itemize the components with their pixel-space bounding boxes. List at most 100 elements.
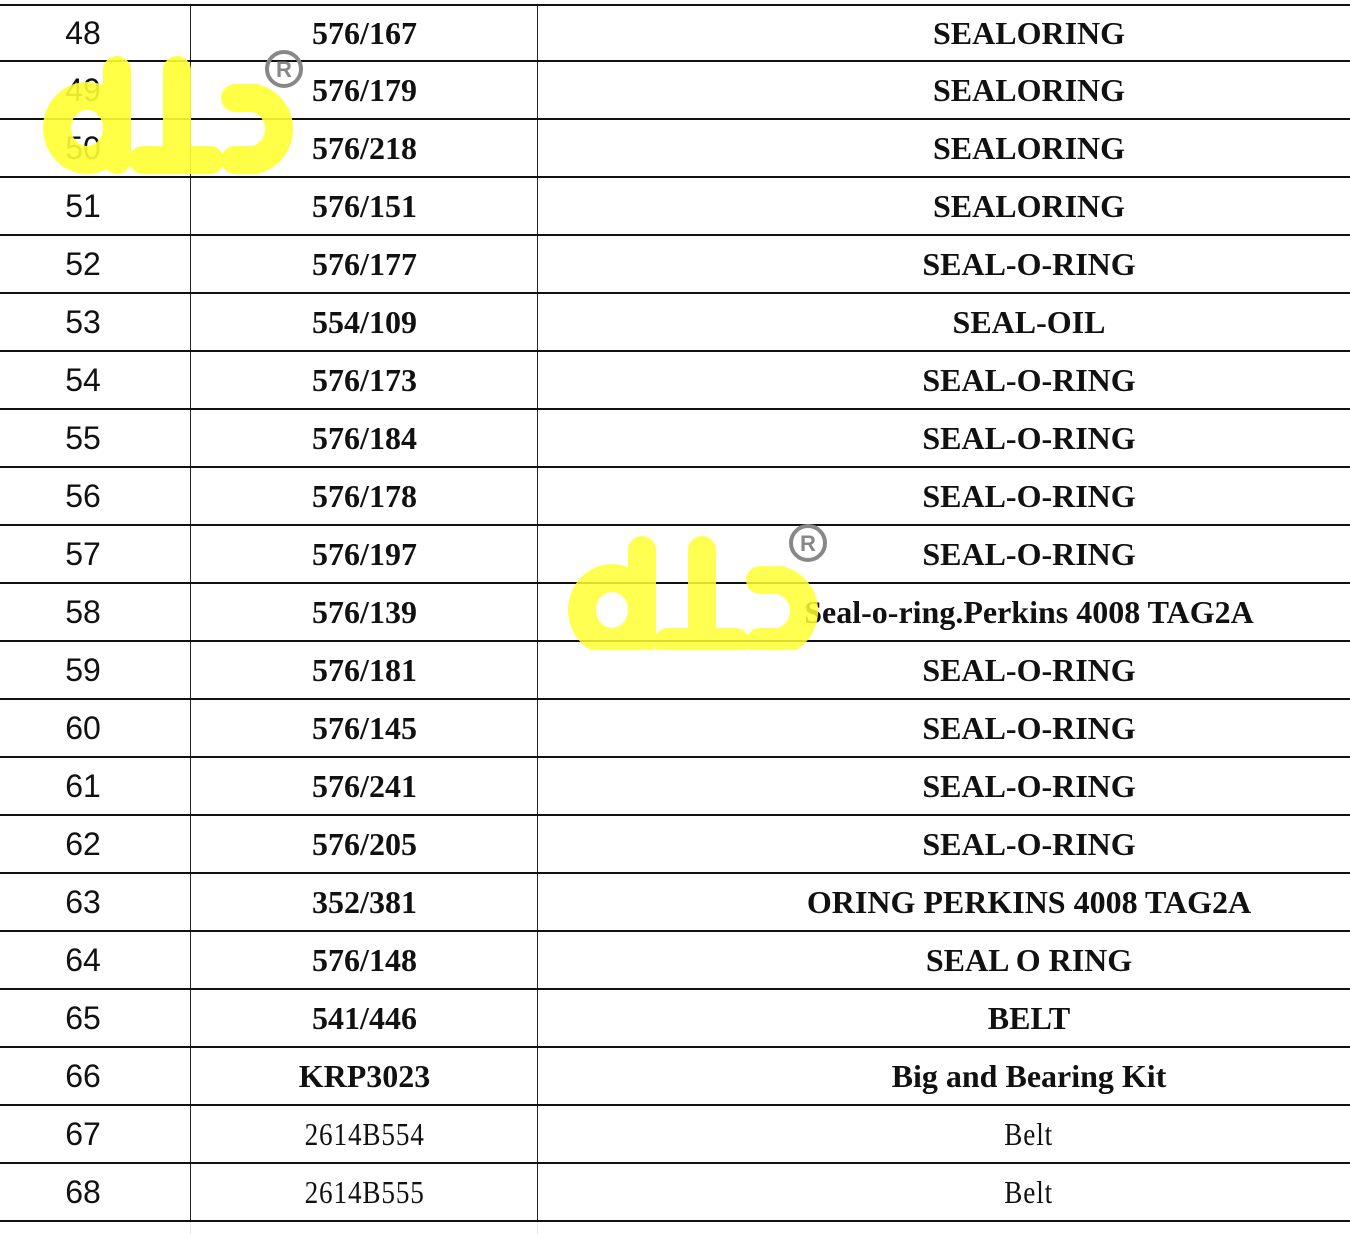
- part-code-cell-text: 576/173: [312, 361, 417, 398]
- part-code-cell: 541/446: [190, 990, 538, 1046]
- description-cell-text: SEAL-O-RING: [922, 709, 1136, 746]
- part-code-cell-text: 576/179: [312, 71, 417, 108]
- table-row: 56 576/178 SEAL-O-RING: [0, 468, 1350, 526]
- part-code-cell-text: 576/148: [312, 941, 417, 978]
- row-number-cell: 54: [0, 352, 166, 408]
- row-number-cell-text: 53: [65, 303, 101, 340]
- row-number-cell: 48: [0, 6, 166, 60]
- part-code-cell: 554/109: [190, 294, 538, 350]
- row-number-cell: 65: [0, 990, 166, 1046]
- row-number-cell: 59: [0, 642, 166, 698]
- part-code-cell: 576/178: [190, 468, 538, 524]
- description-cell-text: SEAL-O-RING: [922, 651, 1136, 688]
- part-code-cell-text: 576/205: [312, 825, 417, 862]
- description-cell-text: SEAL-OIL: [952, 303, 1106, 340]
- description-cell: Belt: [537, 1164, 1350, 1220]
- row-number-cell: 67: [0, 1106, 166, 1162]
- part-code-cell-text: 576/241: [312, 767, 417, 804]
- part-code-cell-text: KRP3023: [298, 1057, 431, 1094]
- row-number-cell: 49: [0, 62, 166, 118]
- part-code-cell: 576/197: [190, 526, 538, 582]
- description-cell: SEAL-O-RING: [537, 236, 1350, 292]
- part-code-cell: 576/181: [190, 642, 538, 698]
- table-row: 63 352/381 ORING PERKINS 4008 TAG2A: [0, 874, 1350, 932]
- row-number-cell: 64: [0, 932, 166, 988]
- table-row: 48 576/167 SEALORING: [0, 4, 1350, 62]
- part-code-cell-text: 2614B555: [304, 1173, 425, 1210]
- row-number-cell: 56: [0, 468, 166, 524]
- row-number-cell: 50: [0, 120, 166, 176]
- description-cell: SEAL-O-RING: [537, 352, 1350, 408]
- row-number-cell: 53: [0, 294, 166, 350]
- description-cell: Big and Bearing Kit: [537, 1048, 1350, 1104]
- row-number-cell: 60: [0, 700, 166, 756]
- table-row: 66 KRP3023 Big and Bearing Kit: [0, 1048, 1350, 1106]
- row-number-cell-text: 68: [65, 1173, 101, 1210]
- description-cell-text: SEAL-O-RING: [922, 535, 1136, 572]
- description-cell-text: SEALORING: [932, 187, 1126, 224]
- table-row: 62 576/205 SEAL-O-RING: [0, 816, 1350, 874]
- row-number-cell: 55: [0, 410, 166, 466]
- part-code-cell: 576/205: [190, 816, 538, 872]
- row-number-cell-text: 52: [65, 245, 101, 282]
- part-code-cell-text: 576/139: [312, 593, 417, 630]
- description-cell-text: SEAL-O-RING: [922, 767, 1136, 804]
- description-cell-text: ORING PERKINS 4008 TAG2A: [806, 883, 1252, 920]
- part-code-cell: 576/218: [190, 120, 538, 176]
- table-row: 51 576/151 SEALORING: [0, 178, 1350, 236]
- description-cell: SEAL-O-RING: [537, 700, 1350, 756]
- description-cell-text: SEALORING: [932, 129, 1126, 166]
- part-code-cell: 2614B555: [190, 1164, 538, 1220]
- table-row: 57 576/197 SEAL-O-RING: [0, 526, 1350, 584]
- row-number-cell-text: 50: [65, 129, 101, 166]
- description-cell: Seal-o-ring.Perkins 4008 TAG2A: [537, 584, 1350, 640]
- table-row: 67 2614B554 Belt: [0, 1106, 1350, 1164]
- part-code-cell: 576/151: [190, 178, 538, 234]
- table-row: 68 2614B555 Belt: [0, 1164, 1350, 1222]
- description-cell-text: SEAL-O-RING: [922, 361, 1136, 398]
- part-code-cell-text: 576/197: [312, 535, 417, 572]
- row-number-cell: 68: [0, 1164, 166, 1220]
- description-cell: SEAL-O-RING: [537, 758, 1350, 814]
- table-row: 59 576/181 SEAL-O-RING: [0, 642, 1350, 700]
- row-number-cell-text: 67: [65, 1115, 101, 1152]
- description-cell: SEAL-O-RING: [537, 816, 1350, 872]
- description-cell-text: SEAL-O-RING: [922, 825, 1136, 862]
- description-cell-text: Belt: [1004, 1173, 1054, 1210]
- description-cell: BELT: [537, 990, 1350, 1046]
- description-cell: Belt: [537, 1106, 1350, 1162]
- part-code-cell-text: 554/109: [312, 303, 417, 340]
- row-number-cell-text: 59: [65, 651, 101, 688]
- part-code-cell-text: 576/177: [312, 245, 417, 282]
- part-code-cell: 576/241: [190, 758, 538, 814]
- part-code-cell-text: 576/181: [312, 651, 417, 688]
- row-number-cell-text: 65: [65, 999, 101, 1036]
- parts-table: 48 576/167 SEALORING 49 576/179 SEALORING 50 57…: [0, 4, 1350, 1222]
- row-number-cell-text: 57: [65, 535, 101, 572]
- part-code-cell-text: 541/446: [312, 999, 417, 1036]
- description-cell: SEAL-O-RING: [537, 526, 1350, 582]
- description-cell: SEAL-O-RING: [537, 410, 1350, 466]
- table-row: 64 576/148 SEAL O RING: [0, 932, 1350, 990]
- description-cell-text: SEAL O RING: [925, 941, 1133, 978]
- part-code-cell-text: 2614B554: [304, 1115, 425, 1152]
- row-number-cell-text: 61: [65, 767, 101, 804]
- table-row: 52 576/177 SEAL-O-RING: [0, 236, 1350, 294]
- description-cell-text: Belt: [1004, 1115, 1054, 1152]
- description-cell: SEALORING: [537, 62, 1350, 118]
- row-number-cell: 63: [0, 874, 166, 930]
- row-number-cell: 52: [0, 236, 166, 292]
- part-code-cell: 576/177: [190, 236, 538, 292]
- part-code-cell: 352/381: [190, 874, 538, 930]
- description-cell-text: SEALORING: [932, 71, 1126, 108]
- row-number-cell: 57: [0, 526, 166, 582]
- description-cell: SEALORING: [537, 6, 1350, 60]
- description-cell: SEALORING: [537, 178, 1350, 234]
- part-code-cell-text: 352/381: [312, 883, 417, 920]
- table-row: 49 576/179 SEALORING: [0, 62, 1350, 120]
- description-cell: SEAL-O-RING: [537, 642, 1350, 698]
- row-number-cell: 62: [0, 816, 166, 872]
- row-number-cell: 61: [0, 758, 166, 814]
- description-cell: SEAL-OIL: [537, 294, 1350, 350]
- description-cell-text: Seal-o-ring.Perkins 4008 TAG2A: [804, 593, 1254, 630]
